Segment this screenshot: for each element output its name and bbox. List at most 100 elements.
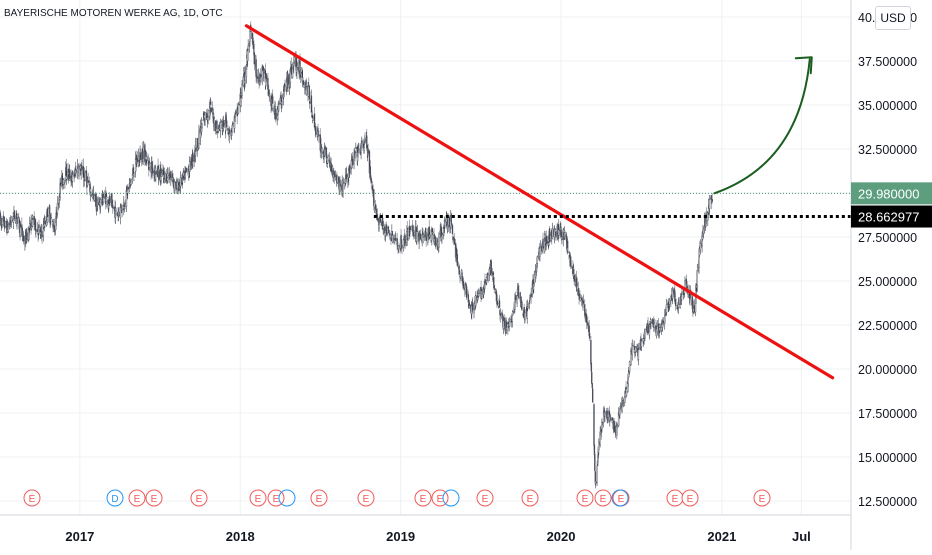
candle-body [597, 455, 599, 462]
candle-body [185, 170, 188, 173]
candle-body [598, 441, 600, 450]
candle-body [127, 186, 129, 190]
candle-body [662, 320, 665, 324]
candle-body [451, 224, 454, 235]
candle-body [142, 147, 145, 152]
earnings-marker-icon[interactable]: E [476, 489, 494, 507]
candle-body [613, 421, 615, 433]
candle-body [588, 332, 591, 339]
candle-body [508, 320, 511, 327]
currency-button[interactable]: USD [875, 6, 911, 30]
candle-body [425, 236, 428, 241]
earnings-marker-icon[interactable]: E [310, 489, 328, 507]
candle-body [551, 228, 554, 237]
candle-body [599, 431, 601, 446]
event-marker-label: E [196, 494, 203, 505]
candle-body [573, 268, 575, 275]
candle-body [358, 148, 360, 150]
earnings-marker-icon[interactable]: E [23, 489, 41, 507]
candle-body [539, 245, 542, 248]
candle-body [616, 424, 618, 427]
dividend-ring-icon [611, 489, 629, 507]
candle-body [438, 236, 440, 248]
candle-body [601, 421, 603, 430]
candle-body [656, 326, 658, 332]
x-tick-label: 2017 [65, 529, 94, 544]
candle-body [204, 112, 206, 120]
candle-body [533, 274, 535, 284]
candle-body [641, 339, 643, 341]
candle-body [87, 180, 89, 184]
candle-body [548, 228, 551, 243]
trendline[interactable] [244, 24, 835, 380]
candle-body [10, 216, 13, 223]
earnings-marker-icon[interactable]: E [414, 489, 432, 507]
earnings-marker-icon[interactable]: E [521, 489, 539, 507]
projection-arrow[interactable] [713, 58, 811, 195]
candle-body [539, 248, 541, 257]
dividend-marker-icon[interactable]: D [106, 489, 124, 507]
y-tick-label: 12.500000 [858, 495, 917, 509]
candle-body [478, 293, 480, 297]
event-marker-circle [476, 489, 494, 507]
candle-body [149, 162, 151, 164]
candle-body [281, 101, 283, 105]
candle-body [401, 245, 403, 249]
earnings-marker-icon[interactable]: E [666, 489, 684, 507]
candle-body [585, 314, 588, 323]
candle-body [395, 237, 397, 241]
candle-body [611, 417, 614, 421]
candle-body [333, 171, 335, 178]
candle-body [102, 197, 105, 203]
candle-body [84, 172, 86, 181]
candle-body [16, 214, 19, 218]
candle-body [617, 412, 620, 427]
candle-body [76, 165, 79, 175]
event-marker-circle [414, 489, 432, 507]
candle-body [118, 214, 120, 216]
candle-body [432, 231, 434, 234]
candle-body [596, 465, 598, 484]
event-marker-label: E [687, 494, 694, 505]
earnings-marker-icon[interactable]: E [357, 489, 375, 507]
candle-body [342, 181, 345, 184]
candle-body [65, 176, 68, 180]
candle-body [447, 216, 449, 226]
earnings-marker-icon[interactable]: E [681, 489, 699, 507]
candle-body [382, 225, 385, 229]
candle-body [233, 117, 236, 129]
candle-body [216, 130, 219, 134]
line-price-label: 28.662977 [858, 210, 919, 225]
earnings-marker-icon[interactable]: E [190, 489, 208, 507]
earnings-marker-icon[interactable]: E [594, 489, 612, 507]
drawings[interactable] [0, 24, 851, 380]
candle-body [249, 31, 251, 42]
candle-body [428, 234, 431, 238]
candle-body [247, 45, 249, 50]
candle-body [231, 125, 234, 133]
candle-body [373, 202, 375, 208]
candle-body [121, 204, 123, 211]
candle-body [259, 73, 262, 78]
candle-body [582, 300, 585, 304]
candle-body [108, 203, 110, 207]
event-marker-label: E [600, 494, 607, 505]
line-price-label-bg [851, 205, 932, 228]
candle-body [7, 226, 9, 232]
earnings-marker-icon[interactable]: E [145, 489, 163, 507]
candle-body [419, 233, 422, 240]
earnings-marker-icon[interactable]: E [128, 489, 146, 507]
earnings-marker-icon[interactable]: E [576, 489, 594, 507]
earnings-marker-icon[interactable]: E [753, 489, 771, 507]
earnings-marker-icon[interactable]: E [612, 489, 630, 507]
grid-lines [0, 0, 851, 515]
candle-body [210, 101, 212, 105]
candle-body [594, 454, 596, 472]
y-tick-label: 32.500000 [858, 143, 917, 157]
candle-body [388, 233, 391, 236]
candle-body [237, 104, 240, 114]
earnings-marker-icon[interactable]: E [249, 489, 267, 507]
